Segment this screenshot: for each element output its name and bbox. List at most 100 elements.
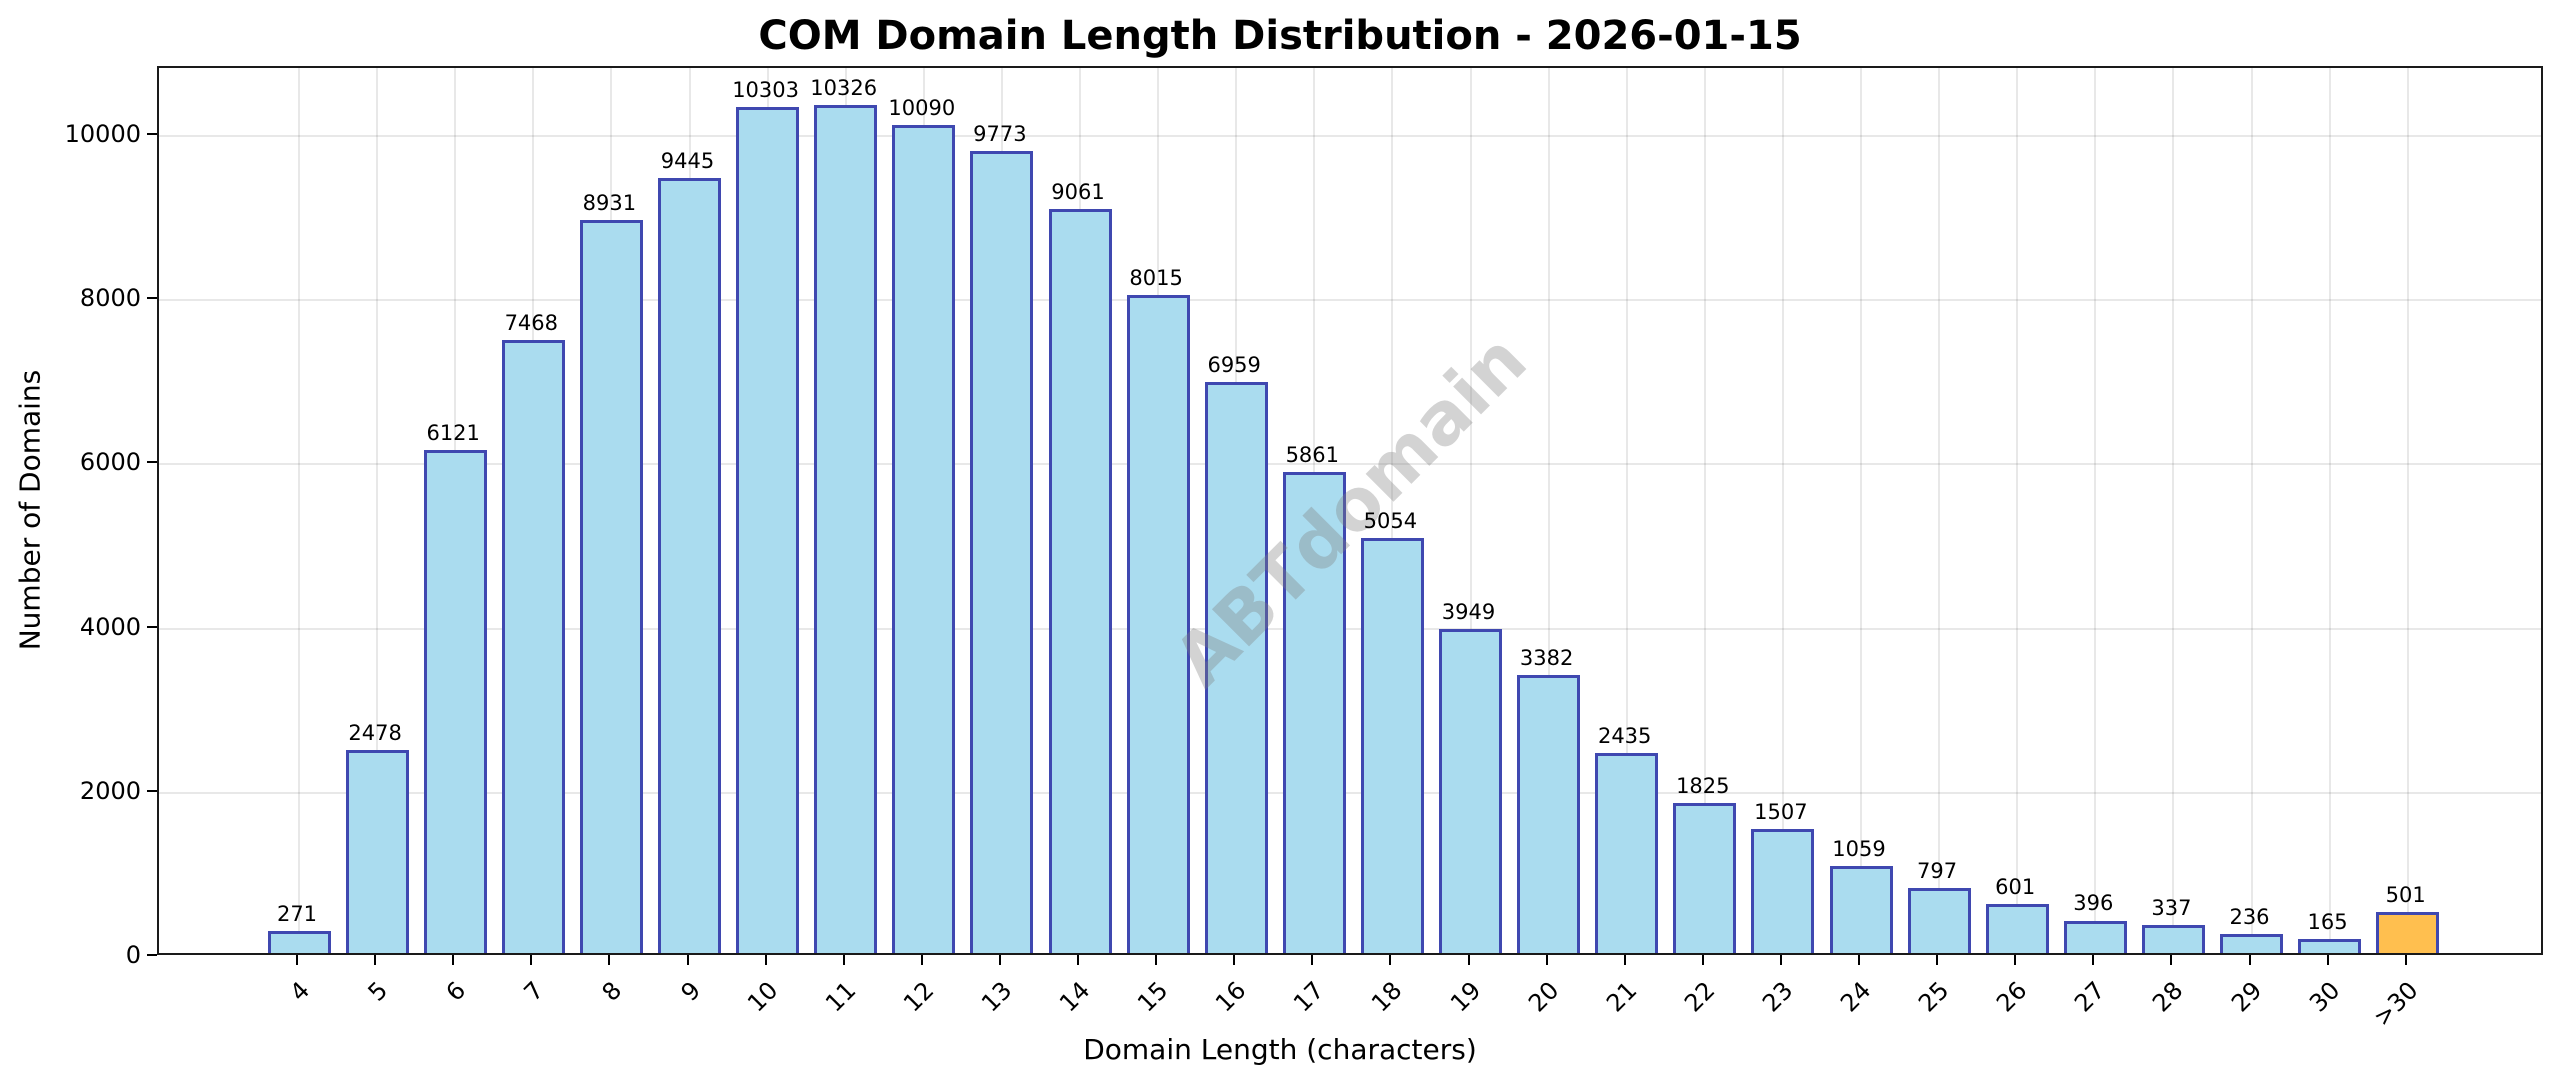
bar-6 bbox=[423, 450, 487, 953]
y-axis-label: Number of Domains bbox=[13, 369, 47, 651]
v-gridline bbox=[1547, 68, 1550, 953]
bar-29 bbox=[2220, 933, 2283, 953]
h-gridline bbox=[159, 134, 2541, 137]
v-gridline bbox=[1860, 68, 1862, 953]
bar-17 bbox=[1282, 471, 1346, 953]
x-tick bbox=[998, 955, 1001, 965]
bar-12 bbox=[892, 124, 956, 953]
bar-value-label: 7468 bbox=[504, 310, 559, 335]
h-gridline bbox=[159, 299, 2541, 302]
x-tick-label: 20 bbox=[1522, 976, 1565, 1018]
bar-20 bbox=[1517, 675, 1581, 953]
x-tick-label: 5 bbox=[362, 976, 394, 1007]
bar-value-label: 1507 bbox=[1754, 800, 1808, 825]
bar-value-label: 8015 bbox=[1129, 265, 1183, 290]
x-tick bbox=[1311, 955, 1314, 965]
bar-value-label: 9445 bbox=[660, 148, 715, 173]
v-gridline bbox=[1703, 68, 1706, 953]
v-gridline bbox=[2328, 68, 2331, 953]
v-gridline bbox=[2172, 68, 2175, 953]
x-tick bbox=[2326, 955, 2329, 965]
bar-7 bbox=[501, 339, 565, 953]
bar-11 bbox=[814, 105, 878, 953]
h-gridline bbox=[159, 791, 2541, 794]
x-tick-label: 24 bbox=[1835, 976, 1877, 1018]
bar-value-label: 271 bbox=[276, 901, 318, 926]
x-tick bbox=[1389, 955, 1392, 965]
bar-value-label: 1059 bbox=[1832, 837, 1886, 862]
x-tick-label: 17 bbox=[1288, 976, 1330, 1018]
x-tick bbox=[2014, 955, 2017, 965]
bar-18 bbox=[1360, 538, 1424, 953]
bar-value-label: 9773 bbox=[973, 121, 1027, 146]
x-tick-label: 21 bbox=[1600, 976, 1643, 1018]
bar-5 bbox=[345, 749, 409, 953]
x-tick bbox=[2248, 955, 2251, 965]
bar-value-label: 501 bbox=[2385, 882, 2426, 907]
y-tick bbox=[147, 789, 157, 792]
bar-value-label: 2435 bbox=[1597, 724, 1652, 749]
bar-24 bbox=[1829, 866, 1893, 953]
x-tick-label: 9 bbox=[675, 976, 706, 1007]
bar-4 bbox=[267, 930, 331, 953]
y-tick bbox=[147, 625, 157, 628]
bar-value-label: 6121 bbox=[426, 421, 480, 446]
x-tick bbox=[374, 955, 377, 965]
x-tick bbox=[1077, 955, 1079, 965]
x-tick-label: 23 bbox=[1756, 976, 1799, 1018]
v-gridline bbox=[1469, 68, 1472, 953]
x-tick-label: 29 bbox=[2225, 976, 2267, 1018]
y-tick-label: 4000 bbox=[79, 612, 141, 641]
bar-30 bbox=[2298, 939, 2362, 953]
bar-13 bbox=[970, 150, 1034, 953]
bar-19 bbox=[1439, 628, 1502, 953]
x-tick bbox=[2404, 955, 2407, 965]
x-tick-label: 6 bbox=[440, 976, 472, 1007]
x-tick-label: 19 bbox=[1444, 976, 1486, 1018]
x-tick-label: 30 bbox=[2303, 976, 2346, 1018]
x-tick bbox=[296, 955, 298, 965]
bar-value-label: 2478 bbox=[348, 720, 402, 745]
chart-title: COM Domain Length Distribution - 2026-01… bbox=[758, 13, 1802, 59]
v-gridline bbox=[298, 68, 300, 953]
bar-25 bbox=[1907, 887, 1971, 953]
bar-value-label: 236 bbox=[2229, 904, 2270, 929]
x-tick bbox=[1701, 955, 1704, 965]
x-tick-label: >30 bbox=[2367, 976, 2424, 1032]
x-tick bbox=[920, 955, 923, 965]
x-tick bbox=[1467, 955, 1470, 965]
v-gridline bbox=[1938, 68, 1941, 953]
v-gridline bbox=[1781, 68, 1784, 953]
bar-26 bbox=[1985, 903, 2049, 953]
bar-value-label: 396 bbox=[2073, 891, 2114, 916]
x-tick-label: 26 bbox=[1991, 976, 2033, 1018]
v-gridline bbox=[2016, 68, 2019, 953]
v-gridline bbox=[1391, 68, 1394, 953]
x-tick-label: 18 bbox=[1366, 976, 1408, 1018]
y-tick-label: 2000 bbox=[79, 776, 141, 805]
bar-value-label: 337 bbox=[2151, 896, 2192, 921]
v-gridline bbox=[2406, 68, 2409, 953]
bar-28 bbox=[2141, 925, 2205, 953]
bar-value-label: 797 bbox=[1917, 858, 1958, 883]
x-tick bbox=[842, 955, 845, 965]
x-tick-label: 8 bbox=[596, 976, 628, 1007]
x-tick bbox=[686, 955, 689, 965]
bar-value-label: 6959 bbox=[1207, 352, 1261, 377]
x-tick bbox=[1233, 955, 1236, 965]
h-gridline bbox=[159, 463, 2541, 466]
bar-value-label: 5054 bbox=[1363, 509, 1418, 534]
x-tick-label: 28 bbox=[2147, 976, 2189, 1018]
x-axis-label: Domain Length (characters) bbox=[1083, 1033, 1477, 1066]
x-tick bbox=[530, 955, 533, 965]
x-tick-label: 11 bbox=[819, 976, 862, 1018]
bar-value-label: 1825 bbox=[1676, 774, 1730, 799]
bar-value-label: 10326 bbox=[810, 76, 878, 101]
bar-value-label: 9061 bbox=[1051, 180, 1105, 205]
bar-23 bbox=[1751, 829, 1815, 953]
plot-area bbox=[157, 66, 2543, 955]
y-tick bbox=[147, 461, 157, 464]
bar-value-label: 8931 bbox=[582, 190, 637, 215]
bar-value-label: 165 bbox=[2307, 910, 2348, 935]
bar-value-label: 3382 bbox=[1519, 646, 1574, 671]
